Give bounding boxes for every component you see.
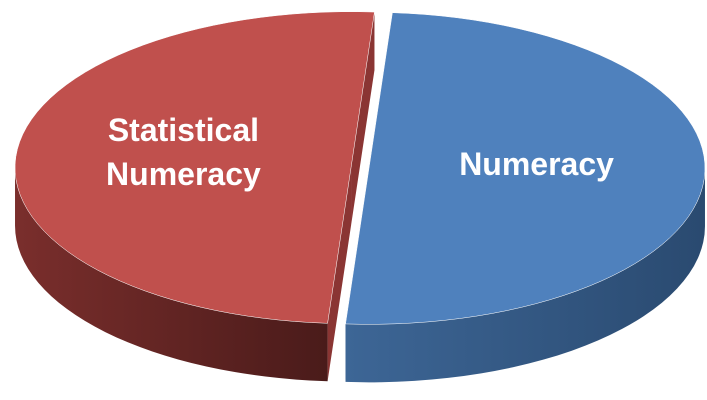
slice-cut-face xyxy=(327,167,352,382)
slice-side xyxy=(15,167,328,382)
slice-label: Statistical Numeracy xyxy=(106,112,261,193)
slice-side xyxy=(345,168,705,383)
slice xyxy=(345,12,706,325)
slice-label: Numeracy xyxy=(459,145,614,182)
slice-cut-face xyxy=(351,12,375,226)
slice xyxy=(15,11,375,324)
